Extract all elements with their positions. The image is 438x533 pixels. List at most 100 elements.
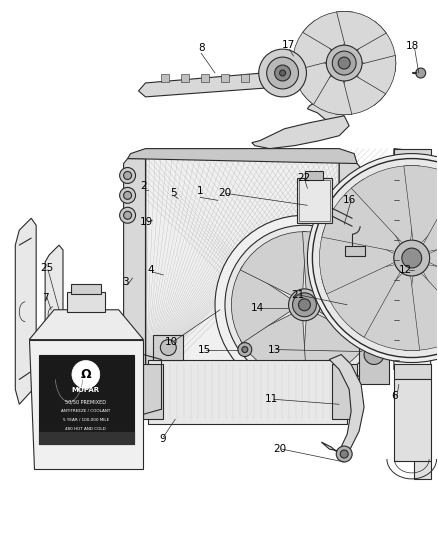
Circle shape bbox=[120, 207, 135, 223]
Circle shape bbox=[336, 446, 352, 462]
Circle shape bbox=[402, 248, 422, 268]
Text: 14: 14 bbox=[251, 303, 265, 313]
Circle shape bbox=[124, 172, 131, 180]
Polygon shape bbox=[394, 379, 431, 479]
Circle shape bbox=[361, 300, 377, 316]
Text: 5 YEAR / 100,000 MILE: 5 YEAR / 100,000 MILE bbox=[63, 418, 109, 422]
Polygon shape bbox=[252, 116, 349, 149]
Polygon shape bbox=[45, 245, 63, 389]
Text: ANTIFREEZE / COOLANT: ANTIFREEZE / COOLANT bbox=[61, 409, 110, 413]
Text: 20: 20 bbox=[273, 444, 286, 454]
Polygon shape bbox=[293, 54, 334, 104]
Bar bbox=[394, 365, 431, 379]
Circle shape bbox=[416, 68, 426, 78]
Text: 22: 22 bbox=[297, 173, 310, 183]
Text: 12: 12 bbox=[399, 265, 413, 275]
Text: 25: 25 bbox=[40, 263, 54, 273]
Bar bbox=[201, 74, 209, 82]
Bar bbox=[394, 149, 431, 163]
Circle shape bbox=[289, 289, 320, 321]
Circle shape bbox=[326, 45, 362, 81]
Bar bbox=[281, 74, 289, 82]
Circle shape bbox=[124, 211, 131, 219]
Text: MOPAR: MOPAR bbox=[72, 387, 100, 393]
Polygon shape bbox=[322, 265, 400, 337]
Polygon shape bbox=[303, 232, 369, 296]
Text: 5: 5 bbox=[170, 188, 177, 198]
Polygon shape bbox=[124, 158, 145, 367]
Circle shape bbox=[307, 154, 438, 362]
Text: 16: 16 bbox=[343, 196, 356, 205]
Polygon shape bbox=[429, 222, 438, 294]
Polygon shape bbox=[423, 265, 438, 337]
Circle shape bbox=[293, 293, 316, 317]
Circle shape bbox=[160, 340, 176, 356]
Polygon shape bbox=[317, 266, 378, 343]
Circle shape bbox=[353, 292, 385, 324]
Bar bbox=[305, 171, 323, 181]
Text: 15: 15 bbox=[198, 344, 211, 354]
Text: 13: 13 bbox=[268, 344, 281, 354]
Polygon shape bbox=[321, 354, 364, 454]
Polygon shape bbox=[332, 365, 357, 419]
Text: Ω: Ω bbox=[81, 368, 91, 381]
Bar bbox=[145, 149, 339, 377]
Circle shape bbox=[275, 65, 290, 81]
Text: 6: 6 bbox=[392, 391, 398, 401]
Circle shape bbox=[124, 191, 131, 199]
Circle shape bbox=[364, 345, 384, 365]
Text: 20: 20 bbox=[219, 188, 232, 198]
Circle shape bbox=[394, 240, 430, 276]
Bar bbox=[153, 335, 183, 360]
Text: 11: 11 bbox=[265, 394, 278, 405]
Circle shape bbox=[298, 299, 311, 311]
Circle shape bbox=[225, 225, 384, 384]
Bar bbox=[221, 74, 229, 82]
Polygon shape bbox=[15, 218, 36, 404]
Text: 9: 9 bbox=[159, 434, 166, 444]
Text: 8: 8 bbox=[198, 43, 205, 53]
Bar bbox=[261, 74, 268, 82]
Text: 480 HOT AND COLD: 480 HOT AND COLD bbox=[65, 427, 106, 431]
Circle shape bbox=[120, 188, 135, 203]
Circle shape bbox=[259, 49, 307, 97]
Bar bbox=[345, 246, 365, 256]
Text: 10: 10 bbox=[165, 337, 178, 346]
Polygon shape bbox=[293, 21, 334, 71]
Circle shape bbox=[267, 57, 298, 89]
Text: 1: 1 bbox=[197, 187, 203, 196]
Circle shape bbox=[120, 167, 135, 183]
Circle shape bbox=[215, 215, 394, 394]
Polygon shape bbox=[29, 310, 144, 340]
Circle shape bbox=[332, 51, 356, 75]
Polygon shape bbox=[322, 179, 400, 252]
Text: 3: 3 bbox=[122, 277, 129, 287]
Circle shape bbox=[340, 450, 348, 458]
Polygon shape bbox=[404, 166, 438, 243]
Text: 4: 4 bbox=[147, 265, 154, 275]
Polygon shape bbox=[354, 55, 396, 105]
Polygon shape bbox=[336, 73, 386, 115]
Bar bbox=[145, 149, 339, 377]
Bar bbox=[347, 286, 391, 330]
Text: 19: 19 bbox=[140, 217, 153, 227]
Polygon shape bbox=[144, 365, 163, 419]
Text: 50/50 PREMIXED: 50/50 PREMIXED bbox=[65, 400, 106, 405]
Polygon shape bbox=[240, 313, 307, 378]
Polygon shape bbox=[240, 232, 307, 296]
Polygon shape bbox=[231, 266, 292, 343]
Text: 21: 21 bbox=[291, 290, 304, 300]
Circle shape bbox=[72, 360, 100, 389]
Polygon shape bbox=[351, 273, 420, 351]
Bar bbox=[71, 284, 101, 294]
Circle shape bbox=[238, 343, 252, 357]
Bar bbox=[359, 340, 389, 384]
Text: 2: 2 bbox=[140, 181, 147, 191]
Bar bbox=[300, 181, 330, 221]
Polygon shape bbox=[423, 179, 438, 252]
Bar bbox=[39, 432, 134, 444]
Polygon shape bbox=[336, 11, 386, 53]
Polygon shape bbox=[354, 21, 396, 71]
Text: 18: 18 bbox=[406, 41, 420, 51]
Polygon shape bbox=[307, 99, 344, 129]
